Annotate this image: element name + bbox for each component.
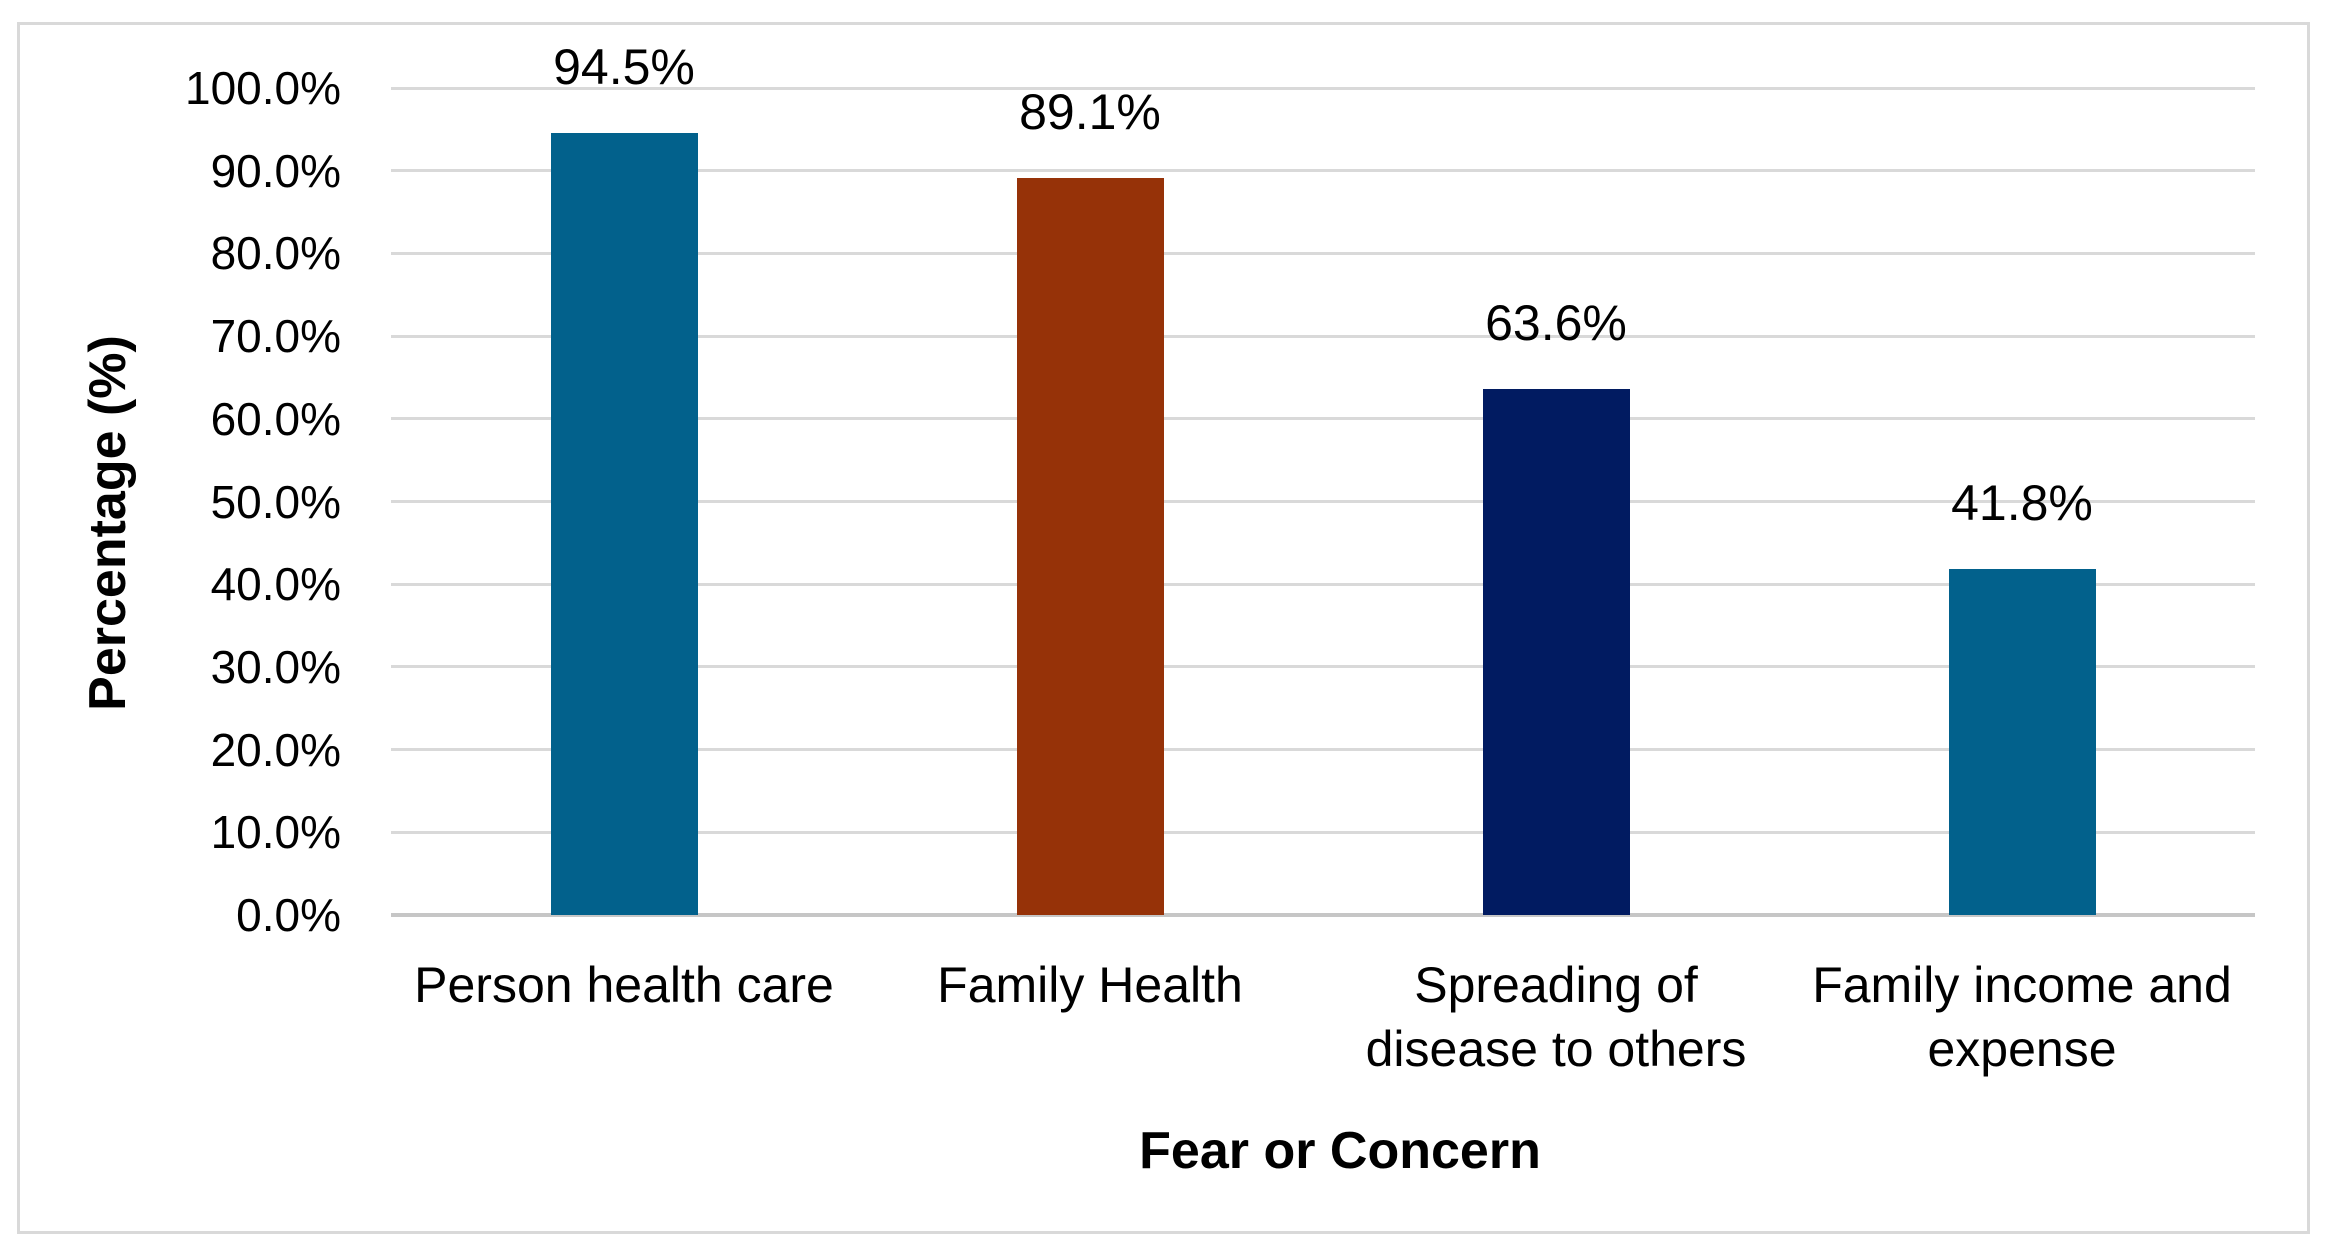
bar-family-health xyxy=(1016,178,1164,915)
gridline xyxy=(391,417,2255,421)
x-category-label-family-income-and-expense: Family income and expense xyxy=(1789,953,2255,1081)
y-tick-label-70-0: 70.0% xyxy=(210,310,341,363)
gridline xyxy=(391,830,2255,834)
y-tick-label-40-0: 40.0% xyxy=(210,558,341,611)
bar-value-label-person-health-care: 94.5% xyxy=(553,39,695,96)
y-tick-label-30-0: 30.0% xyxy=(210,640,341,693)
x-category-label-person-health-care: Person health care xyxy=(391,953,857,1017)
gridline xyxy=(391,334,2255,338)
bar-value-label-family-income-and-expense: 41.8% xyxy=(1951,475,2093,532)
y-tick-label-60-0: 60.0% xyxy=(210,392,341,445)
gridline xyxy=(391,665,2255,669)
x-axis-line xyxy=(391,913,2255,917)
x-category-label-line: expense xyxy=(1927,1021,2117,1077)
bar-value-label-family-health: 89.1% xyxy=(1019,84,1161,141)
gridline xyxy=(391,86,2255,90)
x-category-label-line: Family income and xyxy=(1812,957,2232,1013)
gridline xyxy=(391,748,2255,752)
x-category-label-line: Family Health xyxy=(937,957,1243,1013)
x-category-label-family-health: Family Health xyxy=(857,953,1323,1017)
bar-spreading-of-disease-to-others xyxy=(1482,389,1630,915)
gridline xyxy=(391,582,2255,586)
x-category-label-line: disease to others xyxy=(1365,1021,1747,1077)
x-category-label-line: Person health care xyxy=(414,957,834,1013)
bar-person-health-care xyxy=(550,133,698,915)
y-tick-label-100-0: 100.0% xyxy=(184,62,341,114)
y-tick-label-10-0: 10.0% xyxy=(210,806,341,859)
gridline xyxy=(391,169,2255,173)
gridline xyxy=(391,251,2255,255)
bar-value-label-spreading-of-disease-to-others: 63.6% xyxy=(1485,295,1627,352)
gridline xyxy=(391,500,2255,503)
bar-family-income-and-expense xyxy=(1948,569,2096,915)
y-tick-label-80-0: 80.0% xyxy=(210,227,341,280)
x-category-label-spreading-of-disease-to-others: Spreading of disease to others xyxy=(1323,953,1789,1081)
y-tick-label-90-0: 90.0% xyxy=(210,144,341,197)
x-axis-title: Fear or Concern xyxy=(1139,1122,1541,1180)
y-tick-label-50-0: 50.0% xyxy=(210,475,341,528)
y-tick-label-0-0: 0.0% xyxy=(236,889,341,941)
chart-frame: Percentage (%) 0.0% 10.0% 20.0% 30.0% 40.0% 5… xyxy=(17,22,2310,1234)
x-category-label-line: Spreading of xyxy=(1414,957,1698,1013)
y-tick-label-20-0: 20.0% xyxy=(210,723,341,776)
